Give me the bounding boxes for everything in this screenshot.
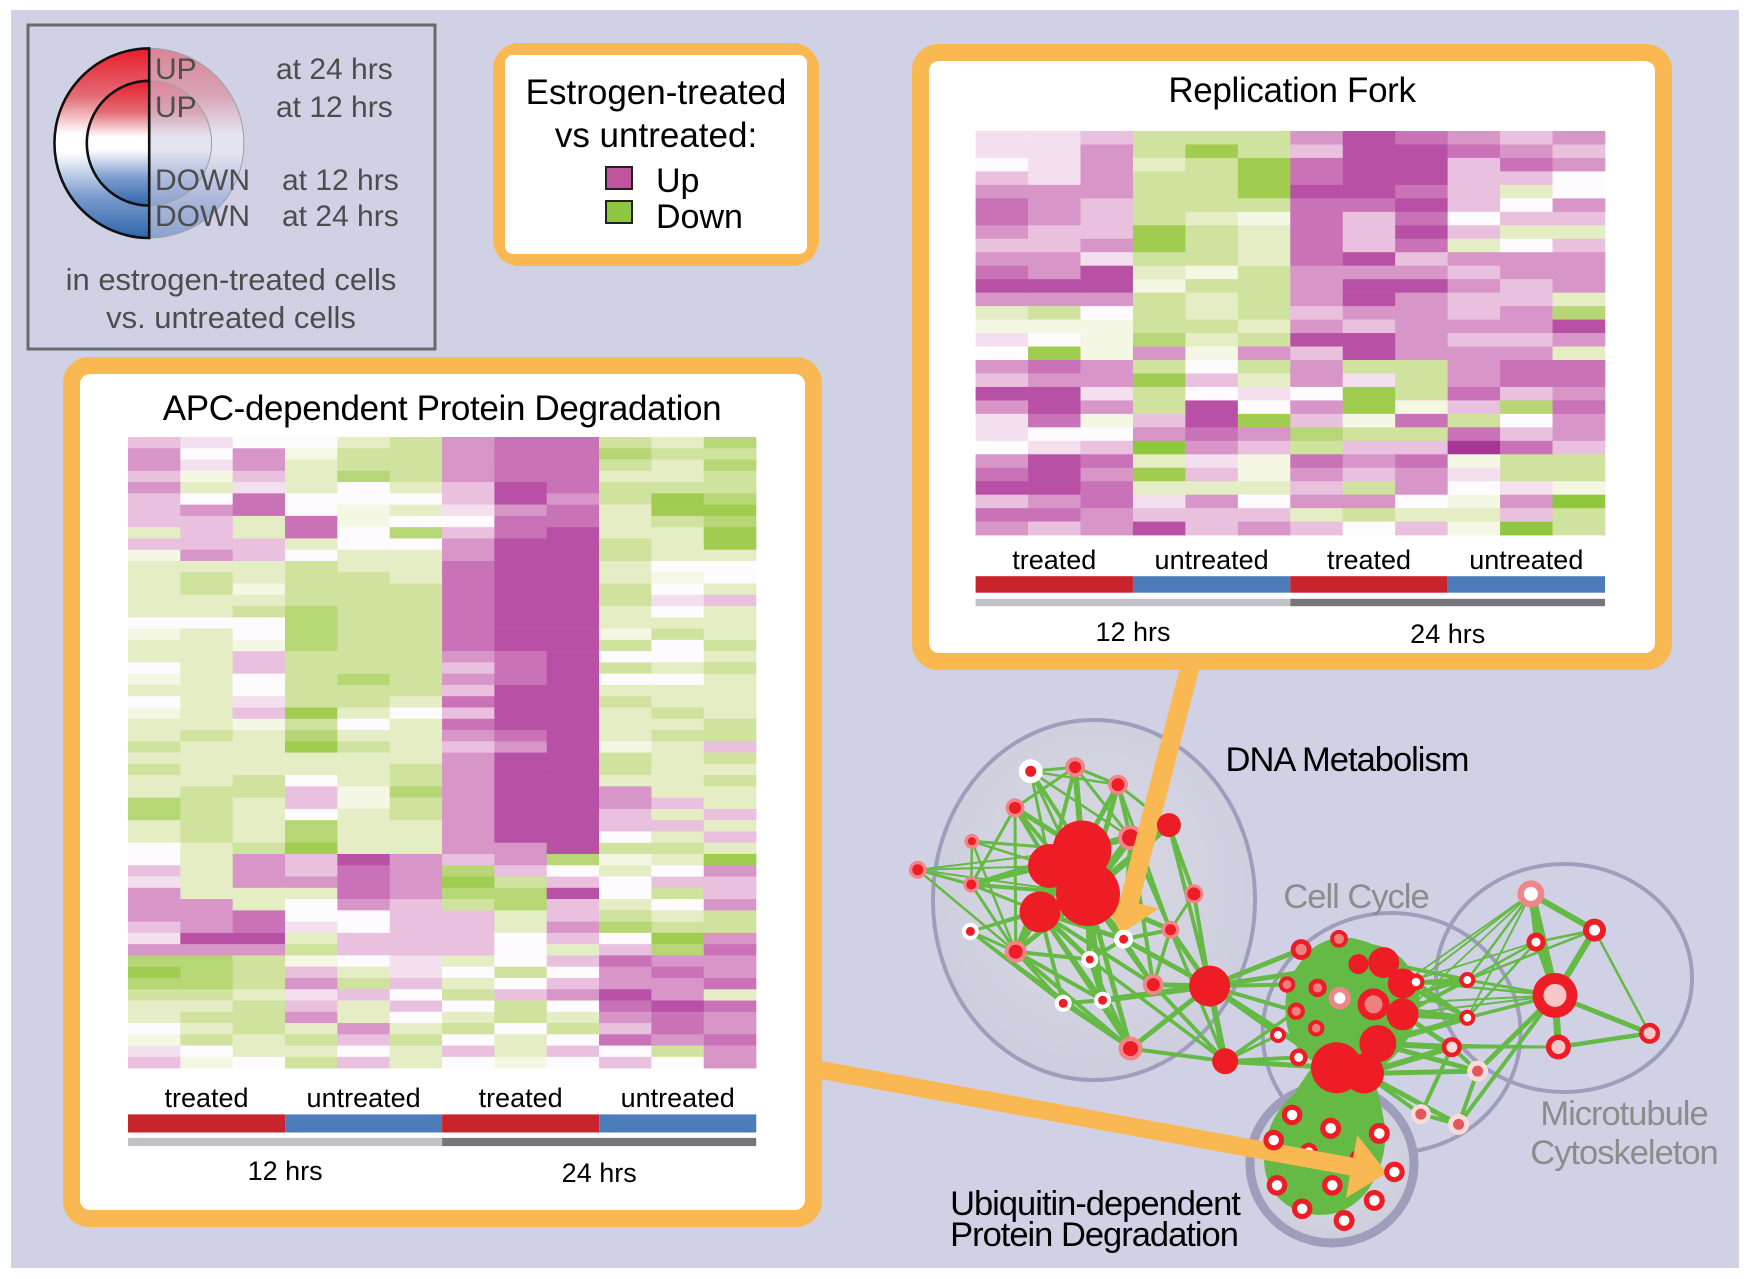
svg-text:treated: treated (1327, 545, 1411, 575)
svg-text:Replication Fork: Replication Fork (1168, 71, 1416, 110)
svg-text:Estrogen-treated: Estrogen-treated (526, 73, 787, 112)
svg-text:vs untreated:: vs untreated: (555, 116, 757, 155)
svg-text:in estrogen-treated cells: in estrogen-treated cells (66, 262, 397, 297)
svg-text:at 12 hrs: at 12 hrs (282, 164, 399, 197)
svg-text:APC-dependent Protein Degradat: APC-dependent Protein Degradation (163, 389, 722, 428)
svg-text:DOWN: DOWN (155, 164, 250, 197)
svg-text:at 12 hrs: at 12 hrs (276, 91, 393, 124)
svg-text:Cell Cycle: Cell Cycle (1283, 878, 1428, 916)
svg-text:untreated: untreated (1469, 545, 1583, 575)
svg-text:untreated: untreated (621, 1083, 735, 1113)
svg-text:at 24 hrs: at 24 hrs (276, 53, 393, 86)
svg-text:treated: treated (164, 1083, 248, 1113)
svg-text:at 24 hrs: at 24 hrs (282, 200, 399, 233)
svg-text:Ubiquitin-dependent: Ubiquitin-dependent (950, 1185, 1241, 1223)
svg-text:Down: Down (656, 198, 743, 236)
svg-text:Microtubule: Microtubule (1540, 1095, 1707, 1133)
svg-text:Cytoskeleton: Cytoskeleton (1530, 1134, 1717, 1172)
svg-text:treated: treated (1012, 545, 1096, 575)
svg-text:untreated: untreated (307, 1083, 421, 1113)
svg-text:untreated: untreated (1155, 545, 1269, 575)
svg-text:UP: UP (155, 53, 197, 86)
svg-text:UP: UP (155, 91, 197, 124)
svg-text:Protein Degradation: Protein Degradation (950, 1216, 1238, 1254)
svg-text:24 hrs: 24 hrs (1410, 619, 1485, 649)
svg-text:12 hrs: 12 hrs (1095, 617, 1170, 647)
svg-text:12 hrs: 12 hrs (248, 1156, 323, 1186)
svg-text:Up: Up (656, 162, 699, 200)
svg-text:24 hrs: 24 hrs (562, 1158, 637, 1188)
svg-text:treated: treated (479, 1083, 563, 1113)
svg-text:DNA Metabolism: DNA Metabolism (1226, 741, 1469, 779)
svg-text:vs. untreated cells: vs. untreated cells (106, 300, 356, 335)
svg-text:DOWN: DOWN (155, 200, 250, 233)
